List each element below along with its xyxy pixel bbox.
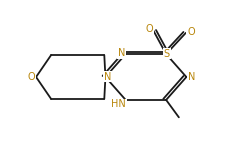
Text: N: N: [104, 72, 111, 82]
Text: O: O: [27, 72, 35, 82]
Text: HN: HN: [111, 99, 126, 109]
Text: N: N: [188, 72, 195, 82]
Text: N: N: [118, 48, 125, 58]
Text: S: S: [164, 49, 170, 59]
Text: O: O: [146, 24, 153, 34]
Text: O: O: [187, 27, 195, 37]
